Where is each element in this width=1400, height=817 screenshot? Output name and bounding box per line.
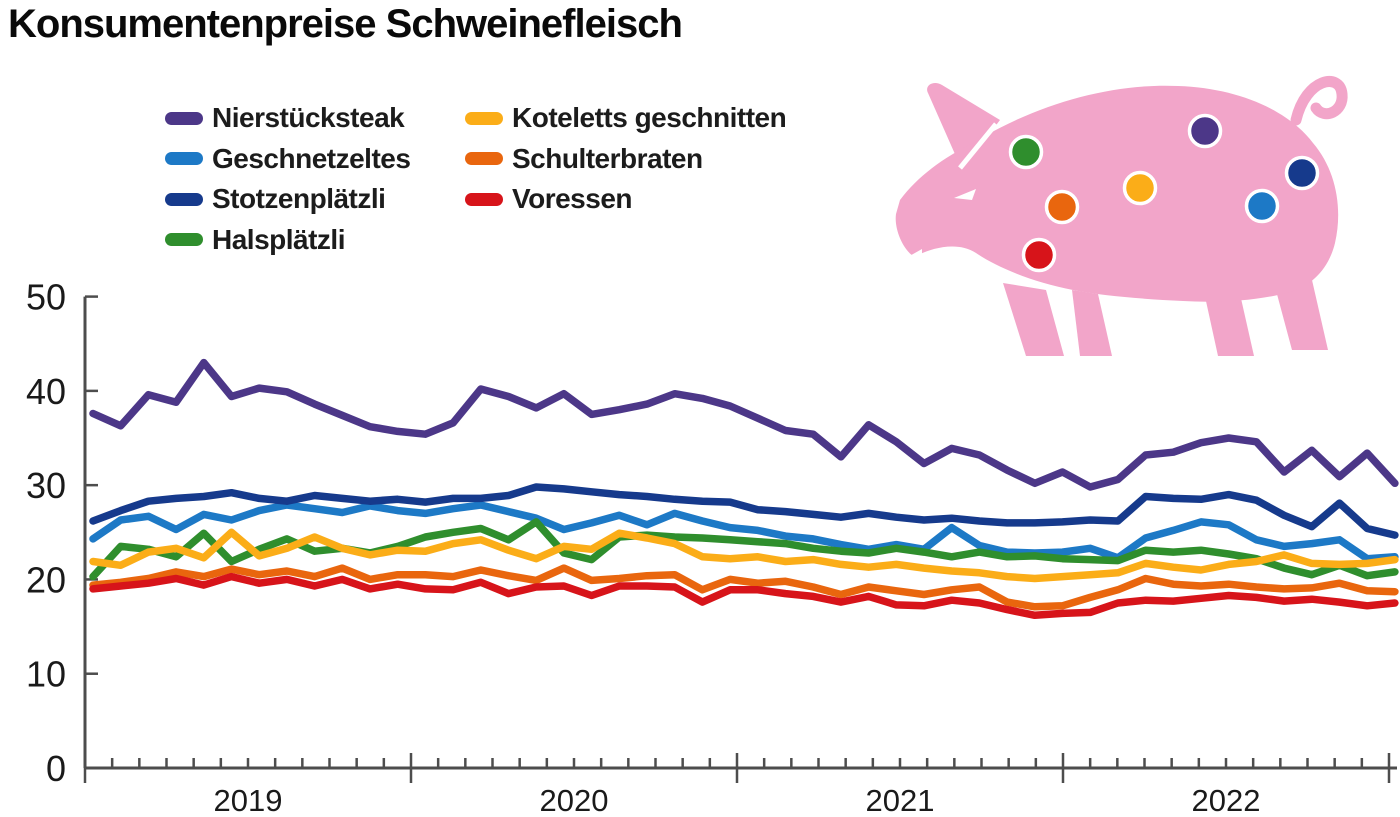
legend-label: Geschnetzeltes — [212, 142, 411, 174]
axes — [83, 296, 1397, 770]
y-tick-label: 30 — [26, 465, 66, 506]
legend-item: Geschnetzeltes — [165, 139, 411, 180]
nierstuecksteak-dot — [1187, 113, 1223, 149]
legend-item: Schulterbraten — [465, 139, 786, 180]
stotzenplaetzli-dot — [1284, 155, 1320, 191]
legend-column-1: Nierstücksteak Geschnetzeltes Stotzenplä… — [165, 98, 411, 261]
legend-label: Koteletts geschnitten — [512, 102, 787, 134]
legend-label: Halsplätzli — [212, 223, 345, 255]
x-tick-label: 2020 — [540, 783, 609, 817]
x-tick-label: 2021 — [866, 783, 935, 817]
pig-body — [895, 85, 1339, 302]
axis-ticks — [83, 295, 1391, 783]
pig-svg — [895, 76, 1348, 356]
series-swatch-icon — [165, 233, 203, 247]
schulterbraten-dot — [1044, 189, 1080, 225]
pig-cut-dots — [1008, 113, 1320, 273]
x-tick-label: 2022 — [1192, 783, 1261, 817]
legend-label: Voressen — [512, 183, 633, 215]
chart-title: Konsumentenpreise Schweinefleisch — [8, 2, 683, 46]
pig-legs — [1003, 280, 1328, 356]
legend-item: Koteletts geschnitten — [465, 98, 787, 139]
series-line-4 — [89, 528, 1399, 583]
legend-label: Nierstücksteak — [212, 102, 405, 134]
koteletts-dot — [1122, 170, 1158, 206]
series-swatch-icon — [165, 111, 203, 125]
pig-eye — [954, 189, 976, 200]
series-lines — [89, 358, 1399, 620]
series-swatch-icon — [165, 152, 203, 166]
series-swatch-icon — [465, 111, 503, 125]
y-tick-label: 0 — [46, 748, 66, 789]
axis-labels: 0 10 20 30 40 50 2019 2020 2021 2022 — [26, 277, 1261, 817]
pig-ear — [927, 82, 1000, 170]
series-line-1 — [89, 501, 1399, 563]
y-tick-label: 10 — [26, 654, 66, 695]
y-tick-label: 20 — [26, 559, 66, 600]
halsplaetzli-dot — [1008, 134, 1044, 170]
pig-ear-gap — [958, 122, 998, 170]
series-line-3 — [89, 518, 1399, 581]
pig-illustration — [888, 58, 1353, 358]
y-tick-label: 50 — [26, 277, 66, 318]
series-line-6 — [89, 572, 1399, 620]
legend-column-2: Koteletts geschnitten Schulterbraten Vor… — [465, 98, 787, 220]
x-tick-label: 2019 — [214, 783, 283, 817]
series-swatch-icon — [165, 192, 203, 206]
series-line-2 — [89, 483, 1399, 539]
y-tick-label: 40 — [26, 371, 66, 412]
legend-label: Schulterbraten — [512, 142, 703, 174]
geschnetzeltes-dot — [1244, 188, 1280, 224]
pig-mouth — [906, 249, 922, 259]
legend-label: Stotzenplätzli — [212, 183, 386, 215]
legend-item: Voressen — [465, 179, 786, 220]
voressen-dot — [1021, 237, 1057, 273]
legend-item: Nierstücksteak — [165, 98, 410, 139]
series-swatch-icon — [465, 152, 503, 166]
series-line-0 — [89, 358, 1399, 491]
legend-item: Stotzenplätzli — [165, 179, 410, 220]
series-line-5 — [89, 564, 1399, 611]
legend-item: Halsplätzli — [165, 220, 410, 261]
pig-tail — [1290, 76, 1348, 126]
series-swatch-icon — [465, 192, 503, 206]
